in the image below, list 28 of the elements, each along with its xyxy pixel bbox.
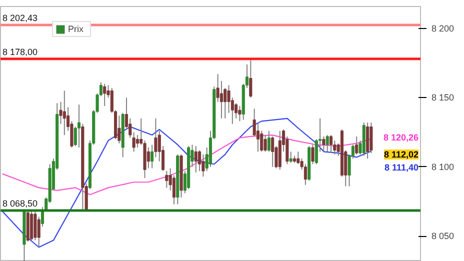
candlestick <box>194 146 198 173</box>
candlestick <box>62 90 66 136</box>
candlestick <box>238 105 242 122</box>
candlestick <box>311 144 314 165</box>
candlestick <box>103 83 106 106</box>
line-series <box>2 118 372 248</box>
y-tick-label: 8 100 <box>432 162 454 172</box>
candlestick <box>355 136 358 155</box>
ref-line-label: 8 178,00 <box>2 46 38 57</box>
ref-line-label: 8 068,50 <box>2 198 38 209</box>
candlestick <box>136 134 139 148</box>
candlestick <box>329 134 333 154</box>
candlestick <box>267 130 270 152</box>
candlestick <box>370 122 373 154</box>
candlestick <box>326 134 329 152</box>
candlestick <box>249 60 252 98</box>
candlestick <box>165 170 168 188</box>
ref-line-label: 8 202,43 <box>2 13 38 24</box>
y-tick-label: 8 200 <box>432 23 454 34</box>
y-tick-label: 8 150 <box>432 92 454 103</box>
legend-label: Prix <box>68 24 84 34</box>
candlestick <box>289 151 292 164</box>
candlestick <box>264 134 267 152</box>
annotation: 8 120,26 <box>383 132 419 142</box>
y-tick-label: 8 050 <box>432 231 454 242</box>
candlestick <box>146 147 150 169</box>
annotation: 8 112,02 <box>384 150 419 160</box>
annotation: 8 111,40 <box>384 162 419 172</box>
